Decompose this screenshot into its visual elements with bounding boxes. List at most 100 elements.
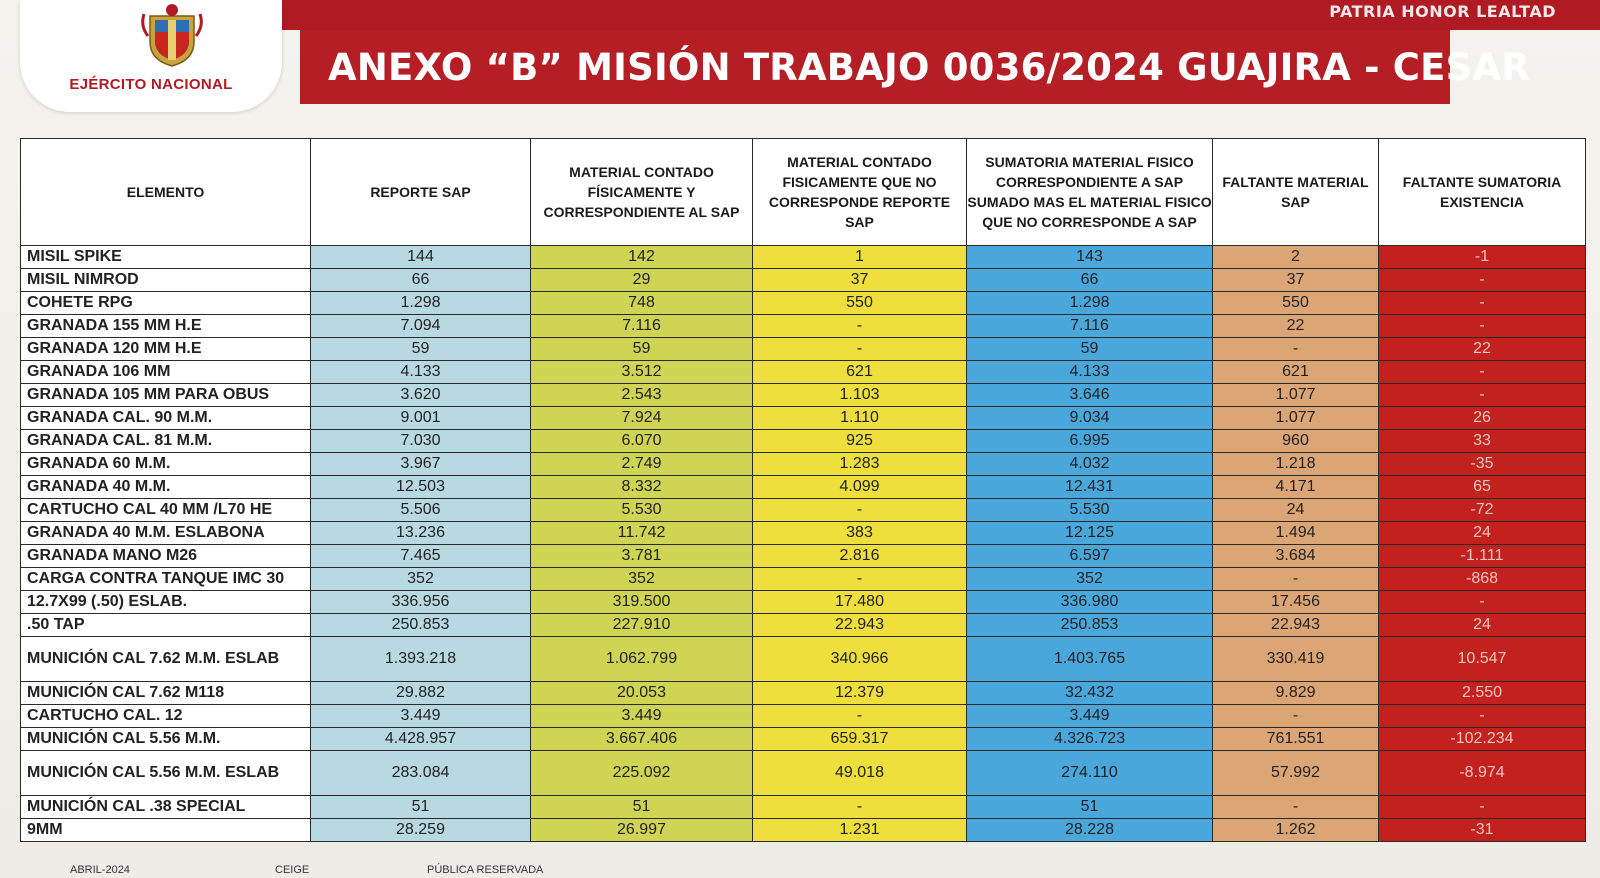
cell-reporte-sap: 3.449 [310,704,531,728]
inventory-table: ELEMENTO REPORTE SAP MATERIAL CONTADO FÍ… [20,138,1586,842]
cell-faltante-existencia: -1 [1378,245,1586,269]
cell-material-contado: 3.667.406 [530,727,753,751]
cell-sumatoria: 7.116 [966,314,1213,338]
cell-sumatoria: 6.995 [966,429,1213,453]
cell-reporte-sap: 13.236 [310,521,531,545]
col-header-reporte-sap: REPORTE SAP [310,138,531,246]
cell-no-corresponde: 4.099 [752,475,967,499]
table-row: GRANADA MANO M26 7.465 3.781 2.816 6.597 3.68… [20,544,1586,568]
table-row: GRANADA 105 MM PARA OBUS 3.620 2.543 1.103 3… [20,383,1586,407]
col-header-elemento: ELEMENTO [20,138,311,246]
cell-no-corresponde: 12.379 [752,681,967,705]
cell-material-contado: 29 [530,268,753,292]
cell-material-contado: 11.742 [530,521,753,545]
cell-no-corresponde: - [752,704,967,728]
footer-classification: PÚBLICA RESERVADA [427,864,544,876]
cell-faltante-sap: 17.456 [1212,590,1379,614]
table-row: MUNICIÓN CAL 7.62 M118 29.882 20.053 12.379… [20,681,1586,705]
cell-elemento: GRANADA 120 MM H.E [20,337,311,361]
cell-material-contado: 3.512 [530,360,753,384]
logo-block: EJÉRCITO NACIONAL [20,0,282,112]
cell-elemento: COHETE RPG [20,291,311,315]
cell-elemento: GRANADA 40 M.M. [20,475,311,499]
table-row: GRANADA 40 M.M. ESLABONA 13.236 11.742 383 1… [20,521,1586,545]
cell-material-contado: 7.116 [530,314,753,338]
table-row: CARTUCHO CAL. 12 3.449 3.449-3.449- - [20,704,1586,728]
cell-sumatoria: 66 [966,268,1213,292]
cell-sumatoria: 4.133 [966,360,1213,384]
cell-no-corresponde: 659.317 [752,727,967,751]
cell-elemento: GRANADA 106 MM [20,360,311,384]
cell-elemento: CARTUCHO CAL 40 MM /L70 HE [20,498,311,522]
cell-reporte-sap: 4.133 [310,360,531,384]
cell-faltante-existencia: - [1378,291,1586,315]
cell-faltante-existencia: -1.111 [1378,544,1586,568]
col-header-sumatoria: SUMATORIA MATERIAL FISICO CORRESPONDIENT… [966,138,1213,246]
cell-elemento: MUNICIÓN CAL 5.56 M.M. ESLAB [20,750,311,796]
cell-elemento: CARTUCHO CAL. 12 [20,704,311,728]
cell-faltante-sap: 3.684 [1212,544,1379,568]
table-row: MISIL NIMROD 66 29 37 66 37- [20,268,1586,292]
cell-elemento: GRANADA CAL. 90 M.M. [20,406,311,430]
cell-reporte-sap: 1.298 [310,291,531,315]
cell-elemento: 12.7X99 (.50) ESLAB. [20,590,311,614]
cell-faltante-sap: - [1212,795,1379,819]
cell-faltante-sap: 4.171 [1212,475,1379,499]
cell-no-corresponde: - [752,567,967,591]
cell-material-contado: 227.910 [530,613,753,637]
cell-faltante-existencia: 22 [1378,337,1586,361]
cell-faltante-sap: 761.551 [1212,727,1379,751]
cell-faltante-sap: 1.262 [1212,818,1379,842]
cell-faltante-existencia: 33 [1378,429,1586,453]
cell-sumatoria: 28.228 [966,818,1213,842]
cell-elemento: GRANADA 155 MM H.E [20,314,311,338]
cell-no-corresponde: 1.231 [752,818,967,842]
cell-reporte-sap: 7.465 [310,544,531,568]
cell-sumatoria: 1.403.765 [966,636,1213,682]
footer-unit: CEIGE [275,864,310,876]
cell-material-contado: 225.092 [530,750,753,796]
cell-reporte-sap: 12.503 [310,475,531,499]
cell-no-corresponde: 49.018 [752,750,967,796]
table-row: MUNICIÓN CAL 5.56 M.M. 4.428.957 3.667.406… [20,727,1586,751]
cell-no-corresponde: - [752,314,967,338]
col-header-faltante-sap: FALTANTE MATERIAL SAP [1212,138,1379,246]
table-row: COHETE RPG 1.298 748 550 1.298 550- [20,291,1586,315]
cell-no-corresponde: - [752,498,967,522]
table-row: GRANADA CAL. 81 M.M. 7.030 6.070 925 6.995 96… [20,429,1586,453]
table-row: GRANADA 40 M.M. 12.503 8.332 4.099 12.431 4.1… [20,475,1586,499]
cell-no-corresponde: 37 [752,268,967,292]
cell-faltante-existencia: -35 [1378,452,1586,476]
cell-faltante-sap: - [1212,337,1379,361]
cell-faltante-existencia: - [1378,590,1586,614]
cell-sumatoria: 250.853 [966,613,1213,637]
cell-faltante-sap: 57.992 [1212,750,1379,796]
cell-material-contado: 748 [530,291,753,315]
cell-reporte-sap: 51 [310,795,531,819]
army-shield-icon [141,4,203,67]
cell-reporte-sap: 29.882 [310,681,531,705]
cell-material-contado: 51 [530,795,753,819]
cell-material-contado: 142 [530,245,753,269]
cell-elemento: GRANADA 105 MM PARA OBUS [20,383,311,407]
table-row: MUNICIÓN CAL 7.62 M.M. ESLAB 1.393.218 1.0… [20,636,1586,682]
table-row: GRANADA 60 M.M. 3.967 2.749 1.283 4.032 1.218… [20,452,1586,476]
cell-material-contado: 59 [530,337,753,361]
cell-faltante-existencia: - [1378,383,1586,407]
cell-elemento: MUNICIÓN CAL 7.62 M118 [20,681,311,705]
cell-no-corresponde: 2.816 [752,544,967,568]
cell-material-contado: 6.070 [530,429,753,453]
cell-sumatoria: 5.530 [966,498,1213,522]
cell-faltante-existencia: - [1378,704,1586,728]
cell-faltante-sap: 37 [1212,268,1379,292]
cell-material-contado: 3.449 [530,704,753,728]
cell-no-corresponde: 1.103 [752,383,967,407]
table-body: MISIL SPIKE 144 142 1 143 2 -1 MISIL NIMROD 66 29… [20,245,1586,842]
cell-material-contado: 352 [530,567,753,591]
cell-faltante-existencia: 26 [1378,406,1586,430]
cell-no-corresponde: - [752,795,967,819]
cell-faltante-existencia: 24 [1378,521,1586,545]
cell-sumatoria: 6.597 [966,544,1213,568]
cell-reporte-sap: 59 [310,337,531,361]
cell-sumatoria: 9.034 [966,406,1213,430]
